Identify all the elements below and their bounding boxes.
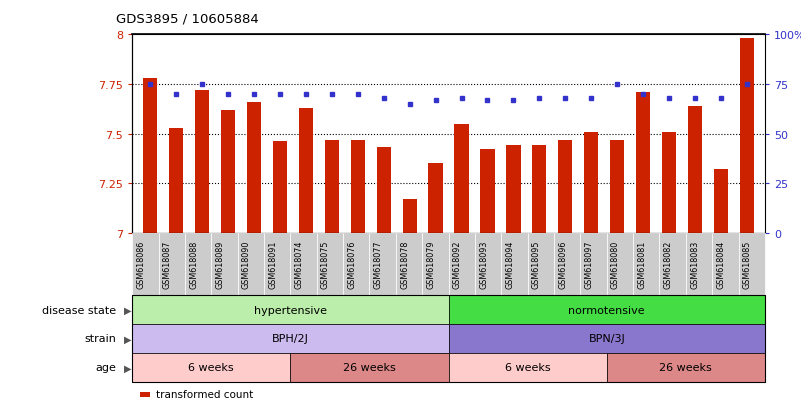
Bar <box>532 146 546 233</box>
Bar <box>169 128 183 233</box>
Text: GSM618079: GSM618079 <box>426 240 436 289</box>
Text: GSM618087: GSM618087 <box>163 240 171 288</box>
Text: percentile rank within the sample: percentile rank within the sample <box>156 412 332 413</box>
Text: BPH/2J: BPH/2J <box>272 334 309 344</box>
Bar <box>324 140 339 233</box>
Text: GSM618076: GSM618076 <box>348 240 356 288</box>
Bar <box>247 102 261 233</box>
Text: GSM618096: GSM618096 <box>558 240 567 288</box>
Text: GSM618086: GSM618086 <box>136 240 145 288</box>
Text: GSM618081: GSM618081 <box>638 240 646 288</box>
Text: GSM618095: GSM618095 <box>532 240 541 289</box>
Bar <box>299 109 313 233</box>
Bar <box>584 132 598 233</box>
Text: GSM618092: GSM618092 <box>453 240 461 289</box>
Text: 26 weeks: 26 weeks <box>343 363 396 373</box>
Bar <box>714 170 728 233</box>
Text: strain: strain <box>84 334 116 344</box>
Bar <box>195 90 209 233</box>
Bar <box>429 164 443 233</box>
Text: hypertensive: hypertensive <box>254 305 327 315</box>
Bar <box>739 39 754 233</box>
Text: GSM618078: GSM618078 <box>400 240 409 288</box>
Text: GSM618093: GSM618093 <box>479 240 488 288</box>
Text: age: age <box>95 363 116 373</box>
Bar <box>454 124 469 233</box>
Text: transformed count: transformed count <box>156 389 253 399</box>
Bar <box>636 93 650 233</box>
Bar <box>143 79 158 233</box>
Text: 6 weeks: 6 weeks <box>188 363 234 373</box>
Bar <box>506 146 521 233</box>
Text: 26 weeks: 26 weeks <box>659 363 712 373</box>
Text: normotensive: normotensive <box>569 305 645 315</box>
Text: GSM618094: GSM618094 <box>505 240 514 288</box>
Bar <box>662 132 676 233</box>
Text: GSM618074: GSM618074 <box>295 240 304 288</box>
Text: GSM618091: GSM618091 <box>268 240 277 288</box>
Bar <box>376 148 391 233</box>
Text: GSM618085: GSM618085 <box>743 240 752 288</box>
Bar <box>558 140 573 233</box>
Text: 6 weeks: 6 weeks <box>505 363 550 373</box>
Text: disease state: disease state <box>42 305 116 315</box>
Text: GSM618088: GSM618088 <box>189 240 198 288</box>
Text: GSM618089: GSM618089 <box>215 240 224 288</box>
Bar <box>403 199 417 233</box>
Text: GSM618077: GSM618077 <box>373 240 383 289</box>
Text: GSM618080: GSM618080 <box>611 240 620 288</box>
Bar <box>273 142 287 233</box>
Bar <box>688 107 702 233</box>
Text: GSM618097: GSM618097 <box>585 240 594 289</box>
Bar <box>351 140 365 233</box>
Text: ▶: ▶ <box>124 363 131 373</box>
Text: GSM618082: GSM618082 <box>664 240 673 288</box>
Text: ▶: ▶ <box>124 305 131 315</box>
Text: BPN/3J: BPN/3J <box>589 334 625 344</box>
Text: GDS3895 / 10605884: GDS3895 / 10605884 <box>116 12 259 25</box>
Bar <box>221 110 235 233</box>
Bar <box>610 140 624 233</box>
Bar <box>481 150 494 233</box>
Text: GSM618075: GSM618075 <box>321 240 330 289</box>
Text: ▶: ▶ <box>124 334 131 344</box>
Text: GSM618084: GSM618084 <box>716 240 726 288</box>
Text: GSM618090: GSM618090 <box>242 240 251 288</box>
Text: GSM618083: GSM618083 <box>690 240 699 288</box>
